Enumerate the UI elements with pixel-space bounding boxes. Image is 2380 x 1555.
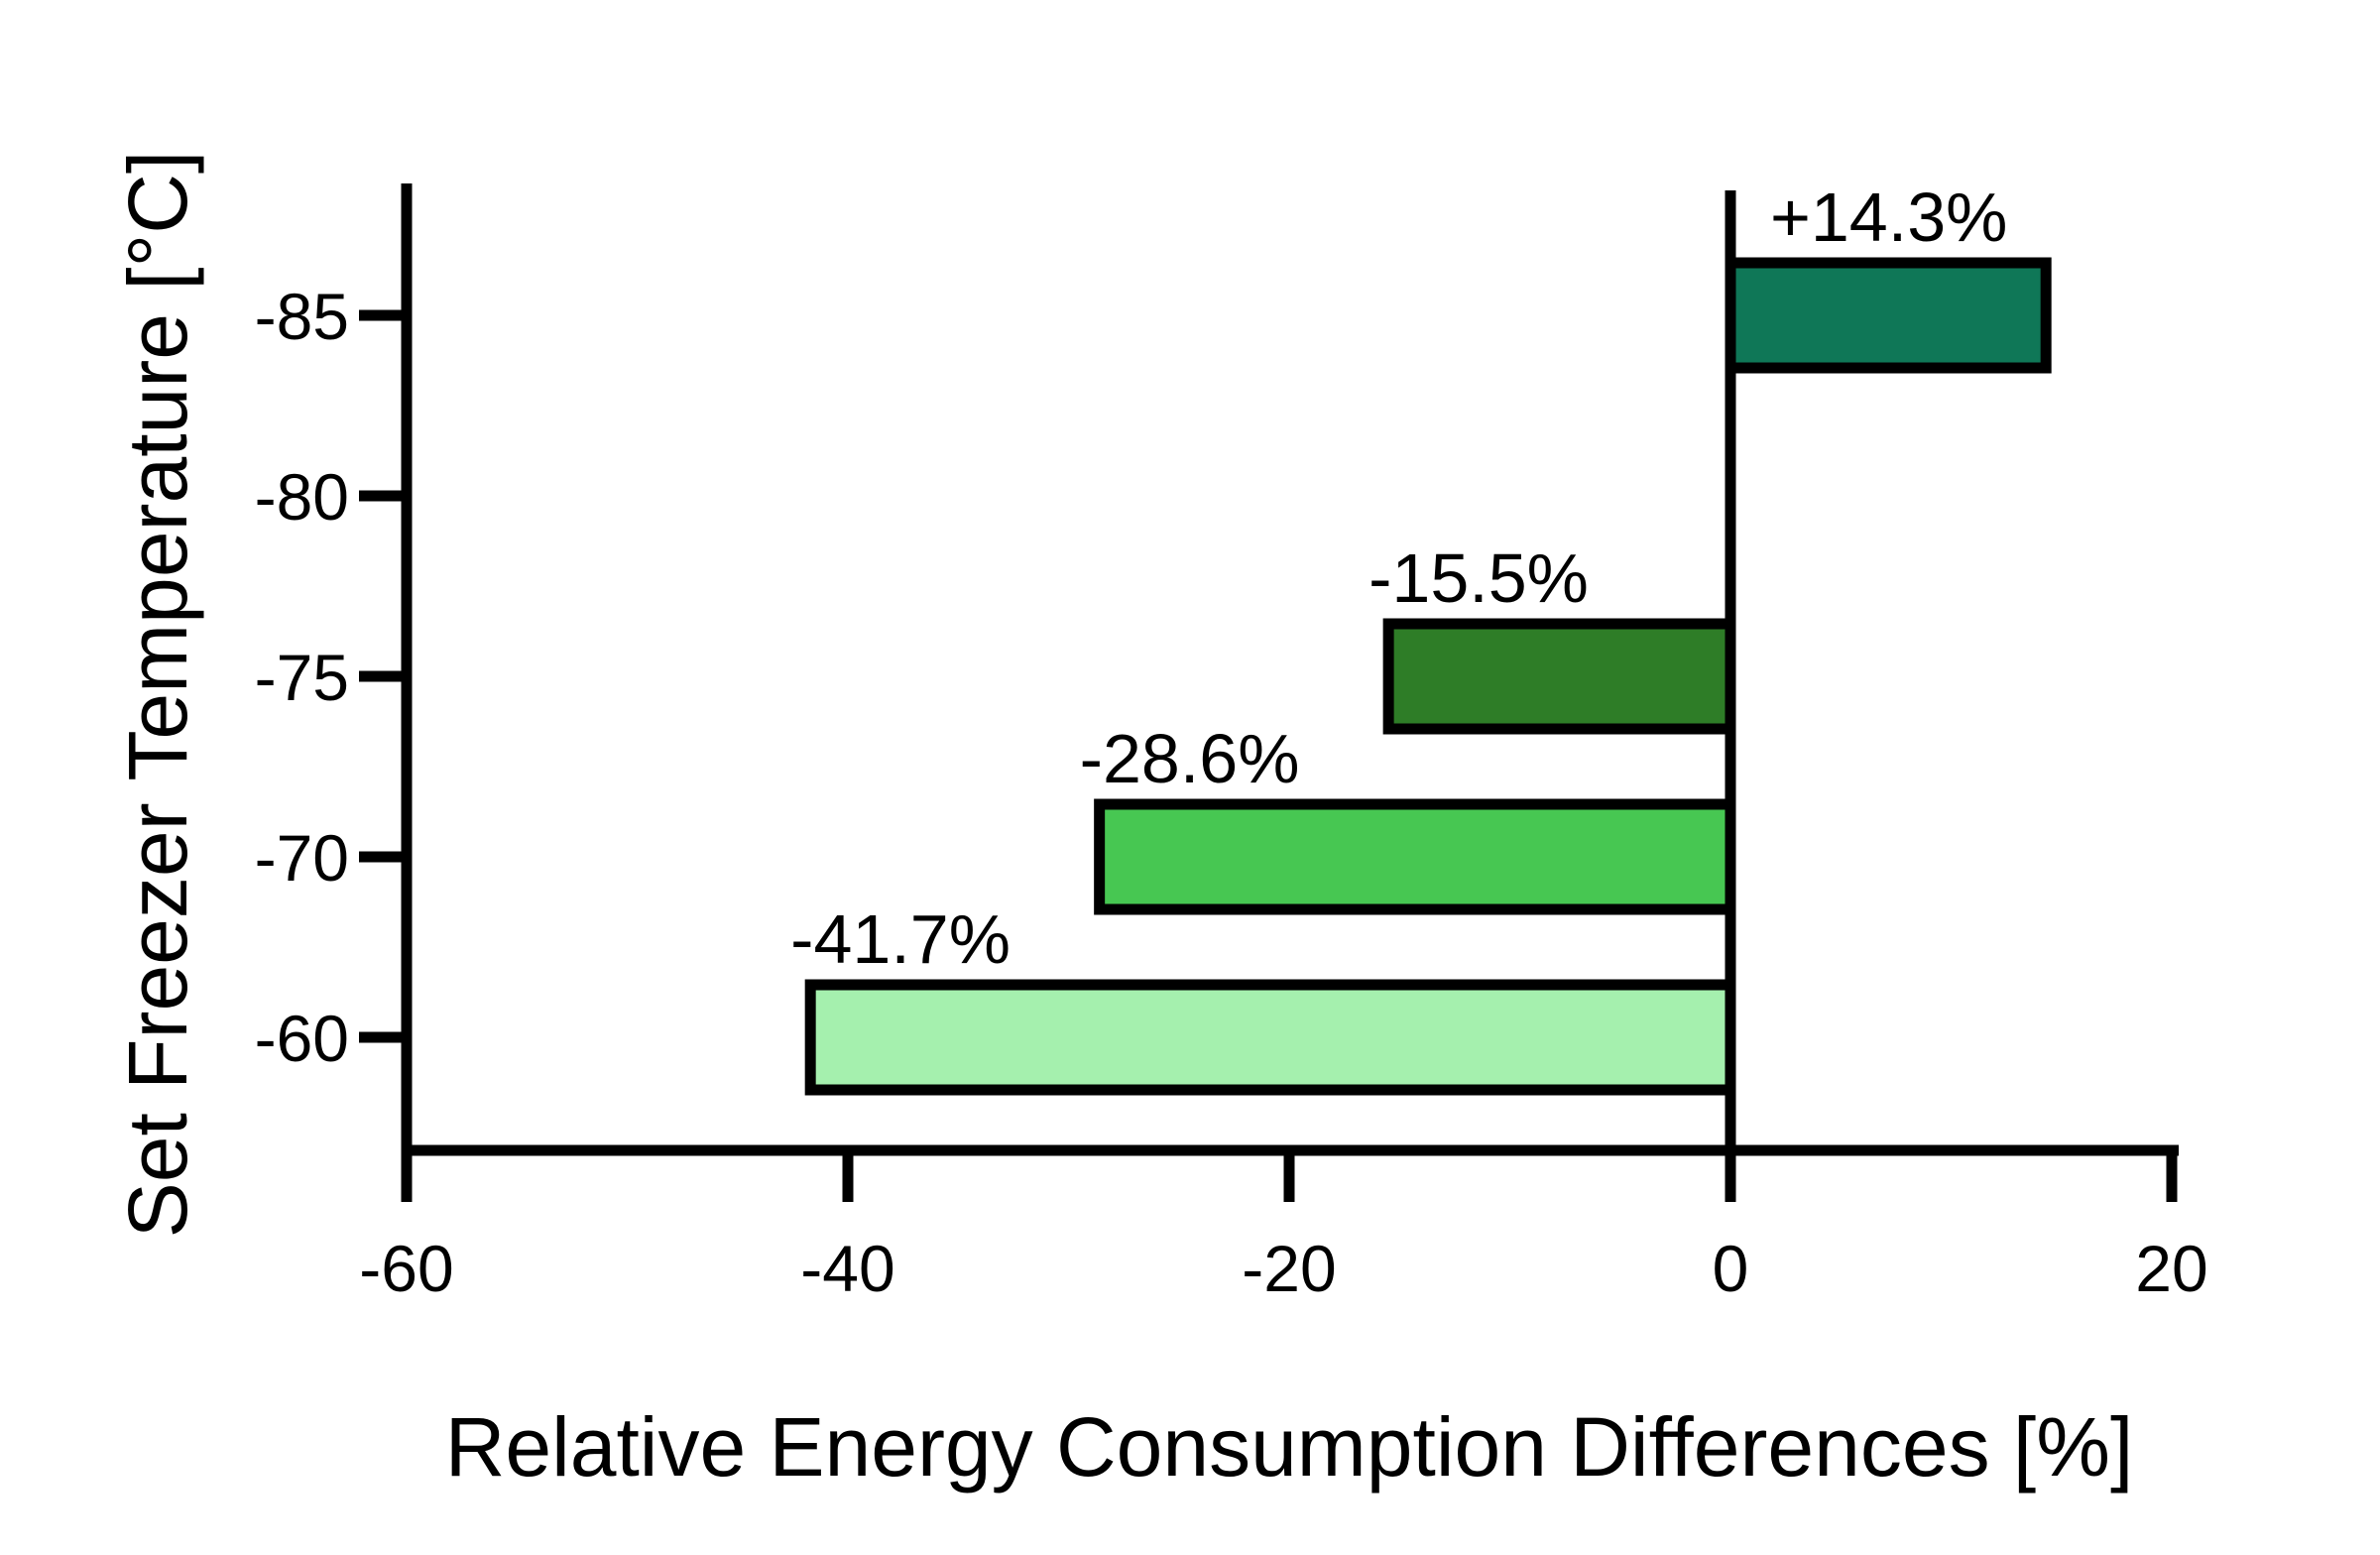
x-tick-label: -60 (359, 1232, 453, 1305)
bar (804, 979, 1736, 1096)
bar-value-label: +14.3% (1770, 179, 2007, 256)
y-axis: -85 -80 -75 -70 -60 (255, 183, 413, 1200)
data-labels-group: +14.3% -15.5% -28.6% -41.7% (790, 179, 2007, 978)
bar (1382, 618, 1736, 735)
x-tick-label: 0 (1713, 1232, 1749, 1305)
x-tick-label: 20 (2135, 1232, 2207, 1305)
y-tick-label: -80 (255, 460, 349, 534)
y-tick-label: -75 (255, 641, 349, 714)
bar-value-label: -41.7% (790, 900, 1011, 978)
x-tick-label: -40 (800, 1232, 894, 1305)
x-axis: -60 -40 -20 0 20 (359, 1144, 2208, 1305)
y-axis-title: Set Freezer Temperature [°C] (111, 151, 204, 1238)
y-tick-label: -70 (255, 821, 349, 895)
y-tick-label: -60 (255, 1002, 349, 1075)
y-tick-label: -85 (255, 280, 349, 353)
bar (1725, 257, 2052, 374)
x-axis-title: Relative Energy Consumption Differences … (445, 1400, 2134, 1494)
x-tick-label: -20 (1242, 1232, 1336, 1305)
bar-value-label: -15.5% (1368, 539, 1589, 617)
bars-group (804, 257, 2052, 1096)
bar (1094, 798, 1736, 915)
bar-value-label: -28.6% (1080, 720, 1300, 797)
